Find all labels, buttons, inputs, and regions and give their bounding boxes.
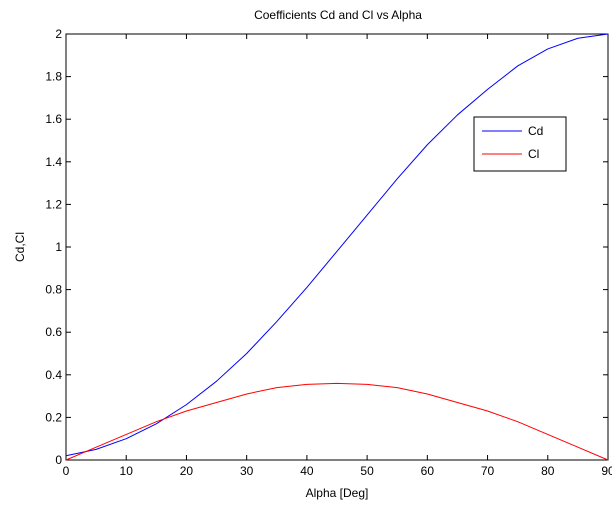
y-tick-label: 1.8	[45, 70, 62, 84]
y-tick-label: 1	[55, 240, 62, 254]
legend-label-cl: Cl	[528, 147, 539, 161]
y-tick-label: 0.2	[45, 410, 62, 424]
chart-title: Coefficients Cd and Cl vs Alpha	[254, 8, 422, 22]
y-tick-label: 0	[55, 453, 62, 467]
x-tick-label: 10	[120, 464, 134, 478]
y-tick-label: 0.4	[45, 368, 62, 382]
legend-box	[473, 116, 567, 172]
x-tick-label: 20	[180, 464, 194, 478]
y-tick-label: 2	[55, 27, 62, 41]
x-tick-label: 50	[360, 464, 374, 478]
series-layer	[65, 33, 609, 461]
x-tick-label: 30	[240, 464, 254, 478]
x-tick-label: 40	[300, 464, 314, 478]
y-tick-label: 1.6	[45, 112, 62, 126]
x-tick-label: 80	[541, 464, 555, 478]
series-line-cl	[65, 382, 609, 461]
y-tick-label: 1.4	[45, 155, 62, 169]
axis-ticks: 0 10 20 30 40 50 60 70 80 90 0 0.2 0.4 0.6 0.8 1 1.2 1.4 1…	[45, 27, 612, 478]
y-tick-label: 1.2	[45, 197, 62, 211]
legend-entries: Cd Cl	[482, 124, 543, 161]
chart-legend: Cd Cl	[473, 116, 567, 172]
x-tick-label: 60	[421, 464, 435, 478]
series-line-cd	[65, 33, 609, 457]
x-tick-label: 0	[63, 464, 70, 478]
x-axis-title: Alpha [Deg]	[306, 486, 369, 500]
x-tick-label: 70	[481, 464, 495, 478]
x-tick-label: 90	[601, 464, 612, 478]
y-tick-label: 0.6	[45, 325, 62, 339]
legend-label-cd: Cd	[528, 124, 543, 138]
plot-area-frame	[65, 33, 609, 461]
y-axis-title: Cd,Cl	[13, 232, 27, 262]
y-tick-label: 0.8	[45, 283, 62, 297]
